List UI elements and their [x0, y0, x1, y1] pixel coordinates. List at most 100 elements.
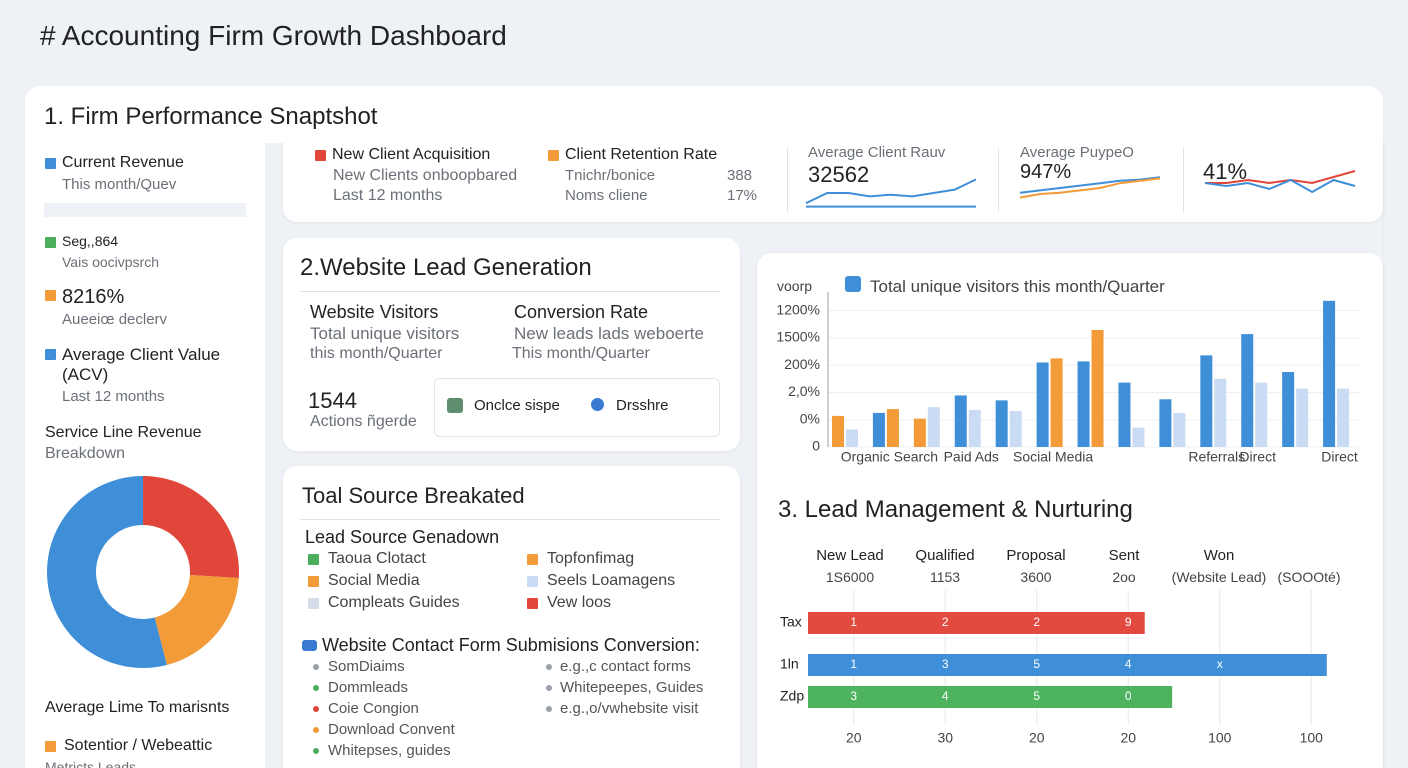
sparkline [1204, 178, 1356, 194]
legend-swatch [548, 150, 559, 161]
kpi-label: Average Client Value (ACV) [62, 345, 221, 384]
sparkline [1019, 177, 1161, 199]
bar [1255, 382, 1268, 447]
bar [1214, 378, 1227, 447]
bar [1282, 372, 1295, 447]
x-tick-label: Referrals [1188, 449, 1245, 465]
x-tick-label: 100 [1208, 730, 1232, 746]
column-title: Proposal [1006, 547, 1066, 564]
kpi-strip [283, 143, 1383, 222]
column-sub: (Website Lead) [1171, 569, 1267, 585]
x-tick-label: 20 [1120, 730, 1136, 746]
button[interactable]: Drsshre [616, 397, 669, 414]
source-card [283, 466, 740, 768]
section-title: 2.Website Lead Generation [300, 254, 592, 281]
sparkline [1019, 176, 1161, 194]
legend-swatch [45, 237, 56, 248]
donut-segment [47, 475, 167, 668]
bar [846, 429, 858, 447]
form-icon [302, 640, 317, 651]
bar-label: 4 [942, 689, 949, 703]
kpi-value: 388 [727, 167, 753, 184]
bullet [546, 664, 552, 670]
donut-segment [143, 476, 239, 579]
legend-swatch [45, 741, 56, 752]
bullet-label: Whitepses, guides [328, 742, 451, 759]
kpi-value: 17% [727, 187, 758, 204]
bar-label: 0 [1125, 689, 1132, 703]
bar [872, 412, 885, 447]
legend-swatch [308, 598, 319, 609]
legend-swatch [527, 576, 538, 587]
bar [1159, 399, 1172, 447]
bar-label: 3 [942, 657, 949, 671]
bullet-label: SomDiaims [328, 658, 405, 675]
metric-title: Conversion Rate [514, 302, 649, 322]
kpi-label: Current Revenue [62, 154, 184, 171]
column-sub: 1S6000 [825, 569, 875, 585]
kpi-sub: Last 12 months [333, 187, 443, 204]
kpi-sub: Metricts Leads [45, 759, 137, 768]
bar [1132, 427, 1145, 447]
button[interactable]: Onclce sispe [474, 397, 560, 414]
kpi-label: Average Lime To marisnts [45, 699, 230, 716]
legend-label: Social Media [328, 572, 420, 589]
x-tick-label: 20 [1029, 730, 1045, 746]
column-sub: 3600 [1020, 569, 1052, 585]
legend-swatch [527, 598, 538, 609]
metric-value: 1544 [308, 388, 357, 413]
bullet [313, 706, 319, 712]
bullet [546, 706, 552, 712]
column-title: Qualified [915, 547, 975, 564]
bullet-label: e.g.,c contact forms [560, 658, 691, 675]
legend-swatch [45, 290, 56, 301]
kpi-sub: Last 12 months [62, 388, 165, 405]
kpi-label: Client Retention Rate [565, 146, 718, 163]
bar [927, 407, 940, 447]
y-tick-label: 2,0% [788, 383, 820, 399]
bullet [313, 664, 319, 670]
bar [1323, 300, 1336, 447]
bar [1091, 330, 1104, 447]
metric-sub: this month/Quarter [310, 345, 443, 362]
column-title: Sent [1108, 547, 1140, 564]
bar-label: 9 [1125, 615, 1132, 629]
x-tick-label: Direct [1321, 449, 1358, 465]
bullet [313, 727, 319, 733]
bar [1337, 388, 1350, 447]
legend-swatch [45, 158, 56, 169]
bullet-label: Whitepeepes, Guides [560, 679, 704, 696]
bar-label: x [1217, 657, 1223, 671]
button-icon [447, 398, 463, 413]
bar [1296, 388, 1309, 447]
kpi-label: 8216% [62, 286, 125, 308]
bar-label: 5 [1033, 657, 1040, 671]
bullet-label: e.g.,o/vwhebsite visit [560, 700, 699, 717]
legend-swatch [45, 349, 56, 360]
y-tick-label: 200% [784, 356, 820, 372]
x-tick-label: Social Media [1013, 449, 1093, 465]
bar [1077, 361, 1090, 447]
bar [808, 654, 1327, 676]
column-sub: 2oo [1112, 569, 1136, 585]
legend-label: Taoua Clotact [328, 550, 426, 567]
kpi-sub: Tnichr/bonice [565, 167, 656, 184]
column-title: New Lead [816, 547, 884, 564]
column-sub: 1153 [929, 569, 961, 585]
kpi-value: 32562 [808, 162, 870, 187]
sparkline [1205, 170, 1356, 185]
bar [968, 409, 981, 447]
bullet-label: Coie Congion [328, 700, 419, 717]
x-tick-label: 20 [846, 730, 862, 746]
bullet-label: Dommleads [328, 679, 409, 696]
sidebar-bar [44, 203, 246, 217]
bar [913, 418, 926, 447]
column-sub: (SOOOté) [1277, 569, 1341, 585]
legend-label: Vew loos [547, 594, 612, 611]
kpi-value: 41% [1203, 159, 1248, 184]
lead-generation-card [283, 238, 740, 451]
kpi-label: Average Client Rauv [808, 144, 946, 161]
bullet [313, 748, 319, 754]
bar-label: 3 [850, 689, 857, 703]
bullet [546, 685, 552, 691]
